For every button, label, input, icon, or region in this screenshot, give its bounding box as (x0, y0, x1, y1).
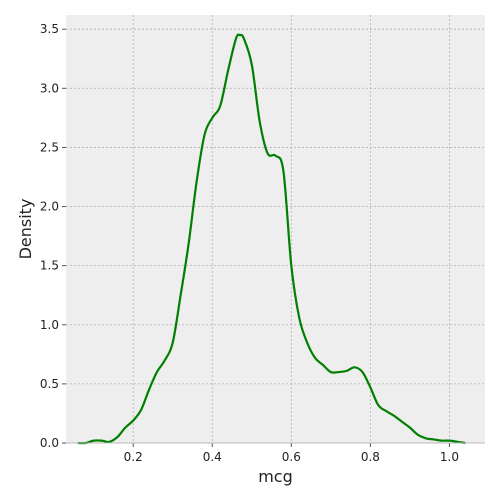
x-axis-label: mcg (258, 467, 293, 486)
y-tick-label: 3.5 (40, 22, 59, 36)
y-tick-label: 2.0 (40, 200, 59, 214)
axis-ticks: 0.2 0.4 0.6 0.8 1.0 0.0 0.5 1.0 1.5 2.0 2.5 3.0 3.5 (40, 22, 459, 464)
y-tick-label: 1.5 (40, 259, 59, 273)
y-tick-label: 0.0 (40, 436, 59, 450)
x-tick-label: 1.0 (440, 450, 459, 464)
y-tick-label: 2.5 (40, 140, 59, 154)
y-tick-label: 3.0 (40, 81, 59, 95)
density-curve (77, 33, 466, 445)
plot-area-background (66, 15, 485, 443)
x-tick-label: 0.4 (203, 450, 222, 464)
x-tick-label: 0.8 (361, 450, 380, 464)
x-tick-label: 0.2 (124, 450, 143, 464)
y-axis-label: Density (16, 199, 35, 260)
y-tick-label: 1.0 (40, 318, 59, 332)
x-tick-label: 0.6 (282, 450, 301, 464)
y-tick-label: 0.5 (40, 377, 59, 391)
